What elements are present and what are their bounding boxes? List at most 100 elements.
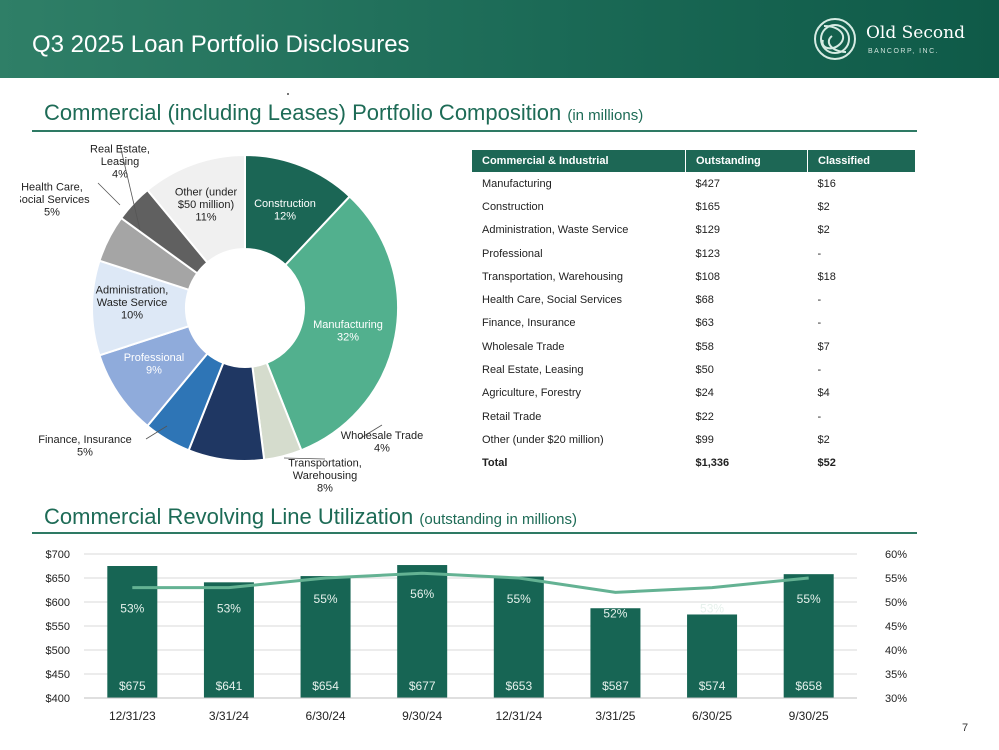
pie-slice-label: Finance, Insurance 5%: [38, 434, 132, 459]
row-category: Health Care, Social Services: [482, 294, 623, 307]
bar-value-label: $677: [409, 679, 436, 693]
section-divider: [32, 130, 917, 132]
bar-value-label: $587: [602, 679, 629, 693]
row-classified: $4: [817, 387, 830, 400]
table-body: Manufacturing $427 $16 Construction $165 $2 Ad…: [472, 172, 915, 475]
row-outstanding: $22: [695, 410, 714, 423]
row-outstanding: $99: [695, 433, 714, 446]
bar: [493, 576, 544, 698]
line-value-label: 53%: [120, 602, 144, 616]
row-category: Agriculture, Forestry: [482, 387, 582, 400]
row-classified: -: [817, 294, 822, 307]
section-divider: [32, 532, 917, 534]
row-category: Transportation, Warehousing: [482, 270, 624, 283]
row-classified: $2: [817, 224, 830, 237]
y-axis-tick-label: $550: [46, 621, 70, 633]
row-outstanding: $50: [695, 364, 714, 377]
x-axis-tick-label: 6/30/25: [692, 709, 732, 723]
y-axis-tick-label: $650: [46, 573, 70, 585]
pie-slice-label: Administration, Waste Service 10%: [96, 285, 169, 322]
pie-slice-label: Other (under $50 million) 11%: [175, 187, 238, 224]
row-category: Wholesale Trade: [482, 340, 565, 353]
bar: [300, 576, 351, 698]
pie-leader-line: [97, 182, 121, 206]
portfolio-composition-title: Commercial (including Leases) Portfolio …: [44, 100, 643, 126]
x-axis-tick-label: 12/31/23: [109, 709, 156, 723]
table-row: Wholesale Trade $58 $7: [472, 335, 915, 358]
x-axis-tick-label: 9/30/25: [789, 709, 829, 723]
total-row-outstanding: $1,336: [695, 457, 730, 470]
bar: [203, 582, 254, 698]
decorative-dot: [287, 93, 289, 95]
bar: [687, 614, 738, 698]
y2-axis-tick-label: 35%: [885, 669, 907, 681]
utilization-line: [132, 571, 809, 594]
total-row-classified: $52: [817, 457, 836, 470]
revolving-utilization-title: Commercial Revolving Line Utilization (o…: [44, 504, 577, 530]
table-row: Finance, Insurance $63 -: [472, 312, 915, 335]
logo-subtitle: BANCORP, INC.: [868, 48, 940, 55]
row-classified: -: [817, 410, 822, 423]
table-header-classified: Classified: [807, 150, 915, 172]
row-classified: -: [817, 364, 822, 377]
y2-axis-tick-label: 50%: [885, 597, 907, 609]
y-axis-tick-label: $700: [46, 549, 70, 561]
pie-slice: [146, 153, 246, 264]
line-value-label: 55%: [797, 592, 821, 606]
table-row: Other (under $20 million) $99 $2: [472, 428, 915, 451]
row-outstanding: $427: [695, 177, 720, 190]
pie-slice-label: Health Care, Social Services 5%: [20, 182, 90, 219]
bar-value-label: $641: [216, 679, 243, 693]
table-header-category: Commercial & Industrial: [472, 150, 686, 172]
row-category: Construction: [482, 200, 544, 213]
table-row: Transportation, Warehousing $108 $18: [472, 265, 915, 288]
row-category: Professional: [482, 247, 543, 260]
table-row: Agriculture, Forestry $24 $4: [472, 382, 915, 405]
revolving-utilization-chart: $400 $450 $500 $550 $600 $650 $700 30% 35% 40% 45%…: [46, 549, 908, 723]
row-outstanding: $24: [695, 387, 714, 400]
x-axis-tick-label: 6/30/24: [306, 709, 346, 723]
header-banner: Q3 2025 Loan Portfolio Disclosures Old S…: [0, 0, 999, 78]
table-row: Administration, Waste Service $129 $2: [472, 219, 915, 242]
row-outstanding: $108: [695, 270, 720, 283]
portfolio-composition-title-text: Commercial (including Leases) Portfolio …: [44, 100, 562, 125]
bar: [783, 574, 834, 698]
company-logo: Old Second BANCORP, INC.: [810, 14, 990, 64]
line-value-label: 55%: [507, 592, 531, 606]
row-classified: $16: [817, 177, 836, 190]
x-axis-tick-label: 3/31/25: [595, 709, 635, 723]
row-category: Manufacturing: [482, 177, 552, 190]
line-value-label: 52%: [603, 606, 627, 620]
page-title: Q3 2025 Loan Portfolio Disclosures: [32, 31, 410, 58]
pie-slice-label: Real Estate, Leasing 4%: [90, 144, 150, 181]
row-outstanding: $129: [695, 224, 720, 237]
x-axis-tick-label: 12/31/24: [495, 709, 542, 723]
table-row: Professional $123 -: [472, 242, 915, 265]
commercial-industrial-table: Commercial & Industrial Outstanding Clas…: [472, 150, 915, 475]
table-row: Health Care, Social Services $68 -: [472, 288, 915, 311]
bar-value-label: $675: [119, 679, 146, 693]
pie-slice-label: Manufacturing 32%: [313, 319, 383, 344]
bar-value-label: $653: [505, 679, 532, 693]
pie-slice: [265, 195, 399, 452]
table-header-row: Commercial & Industrial Outstanding Clas…: [472, 150, 915, 172]
row-outstanding: $165: [695, 200, 720, 213]
table-header-outstanding: Outstanding: [685, 150, 808, 172]
y-axis-tick-label: $500: [46, 645, 70, 657]
bar-value-label: $658: [795, 679, 822, 693]
table-total-row: Total $1,336 $52: [472, 452, 915, 475]
row-category: Other (under $20 million): [482, 433, 604, 446]
y-axis-tick-label: $450: [46, 669, 70, 681]
row-category: Administration, Waste Service: [482, 224, 629, 237]
row-outstanding: $123: [695, 247, 720, 260]
bar-value-label: $654: [312, 679, 339, 693]
pie-slice-label: Construction 12%: [254, 198, 316, 223]
row-classified: $2: [817, 433, 830, 446]
line-value-label: 53%: [700, 602, 724, 616]
pie-slice-label: Professional 9%: [124, 352, 185, 377]
row-outstanding: $58: [695, 340, 714, 353]
y2-axis-tick-label: 60%: [885, 549, 907, 561]
row-outstanding: $68: [695, 294, 714, 307]
table-row: Manufacturing $427 $16: [472, 172, 915, 195]
row-category: Finance, Insurance: [482, 317, 576, 330]
